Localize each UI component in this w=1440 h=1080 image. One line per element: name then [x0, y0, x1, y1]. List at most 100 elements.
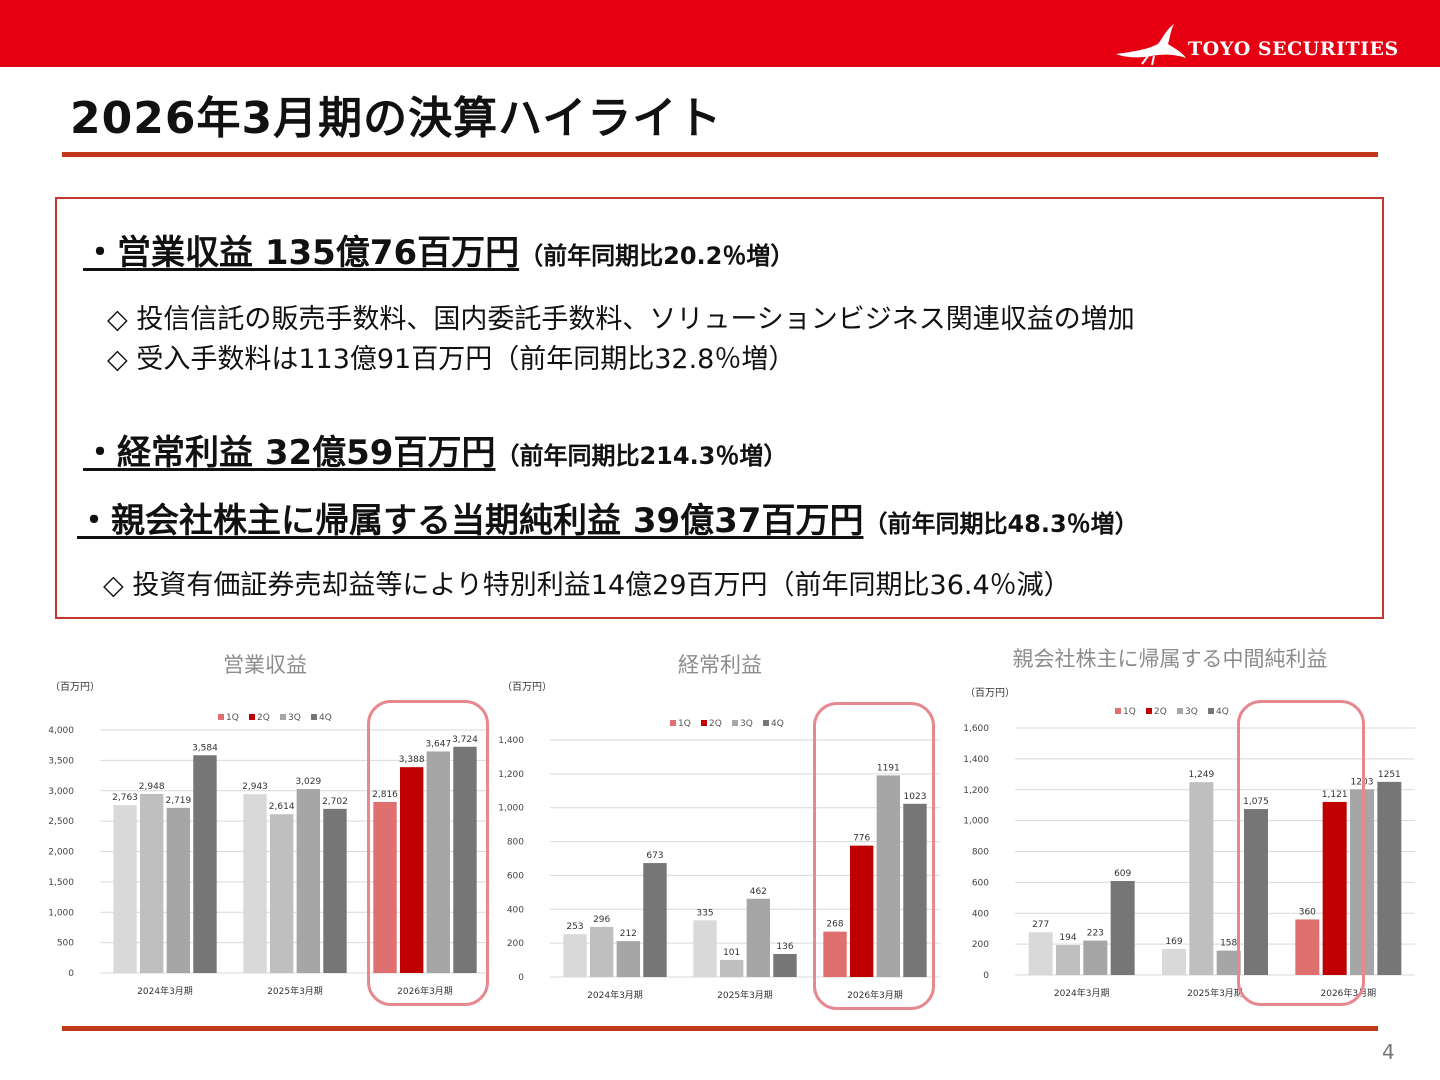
highlight-frame — [367, 700, 489, 1006]
data-label: 1,075 — [1243, 797, 1269, 807]
y-tick-label: 600 — [972, 878, 989, 888]
highlight-ordinary-profit: ・経常利益 32億59百万円（前年同期比214.3％増） — [83, 425, 787, 474]
data-label: 2,763 — [112, 793, 138, 803]
bar — [193, 755, 217, 973]
bar — [426, 751, 451, 973]
legend-swatch — [763, 720, 769, 726]
bar — [453, 746, 477, 973]
data-label: 1023 — [904, 792, 927, 802]
y-tick-label: 800 — [972, 848, 989, 858]
y-tick-label: 400 — [972, 909, 989, 919]
y-tick-label: 500 — [57, 939, 74, 949]
y-tick-label: 3,500 — [48, 756, 74, 766]
page-number: 4 — [1382, 1040, 1395, 1064]
y-tick-label: 1,000 — [963, 817, 989, 827]
legend-swatch — [670, 720, 676, 726]
y-tick-label: 1,200 — [963, 786, 989, 796]
chart-unit-label: （百万円） — [50, 681, 100, 693]
y-tick-label: 1,400 — [498, 736, 524, 746]
data-label: 268 — [826, 920, 843, 930]
legend-label: 2Q — [709, 719, 722, 729]
y-tick-label: 4,000 — [48, 726, 74, 736]
legend-label: 1Q — [1123, 707, 1136, 717]
data-label: 194 — [1059, 933, 1076, 943]
bar — [1216, 950, 1241, 975]
highlight-net-income: ・親会社株主に帰属する当期純利益 39億37百万円（前年同期比48.3％増） — [77, 493, 1139, 542]
page-title: 2026年3月期の決算ハイライト — [70, 93, 723, 144]
detail-line: ◇ 投信信託の販売手数料、国内委託手数料、ソリューションビジネス関連収益の増加 — [107, 304, 1135, 335]
x-tick-label: 2024年3月期 — [1054, 987, 1110, 999]
bar — [139, 793, 164, 973]
legend-swatch — [732, 720, 738, 726]
bar — [563, 934, 587, 977]
x-tick-label: 2026年3月期 — [847, 989, 903, 1001]
legend-label: 3Q — [1185, 707, 1198, 717]
bar — [1377, 781, 1402, 975]
company-logo: TOYO SECURITIES — [1112, 22, 1398, 66]
chart-unit-label: （百万円） — [502, 681, 552, 693]
legend-label: 2Q — [1154, 707, 1167, 717]
data-label: 101 — [723, 948, 740, 958]
data-label: 3,584 — [192, 743, 218, 753]
highlight-yoy-text: （前年同期比20.2％増） — [519, 242, 795, 270]
y-tick-label: 1,000 — [48, 908, 74, 918]
legend-swatch — [1177, 708, 1183, 714]
bar — [746, 898, 771, 977]
chart-title: 経常利益 — [678, 653, 762, 677]
bar — [1162, 948, 1186, 975]
chart-svg: 営業収益 （百万円） 1Q 2Q 3Q 4Q 0 500 1,000 1,500 2,000 2,50… — [48, 653, 490, 997]
chart-title: 営業収益 — [223, 653, 307, 677]
chart-ordinary-profit: 経常利益 （百万円） 1Q 2Q 3Q 4Q 0 200 400 600 800 1,000 1,200… — [490, 640, 950, 1020]
bar — [1056, 945, 1080, 975]
bar — [693, 920, 717, 977]
data-label: 335 — [696, 908, 713, 918]
x-tick-label: 2024年3月期 — [587, 989, 643, 1001]
x-tick-label: 2025年3月期 — [267, 985, 323, 997]
legend-label: 4Q — [771, 719, 784, 729]
y-tick-label: 800 — [507, 838, 524, 848]
data-label: 1191 — [877, 763, 900, 773]
bar — [1110, 880, 1135, 975]
data-label: 2,816 — [372, 790, 398, 800]
y-tick-label: 200 — [972, 940, 989, 950]
bar — [1083, 940, 1108, 975]
highlight-frame — [1237, 700, 1365, 1006]
chart-svg: 経常利益 （百万円） 1Q 2Q 3Q 4Q 0 200 400 600 800 1,000 1,200… — [498, 653, 940, 1001]
bar — [849, 845, 874, 977]
y-tick-label: 0 — [68, 969, 74, 979]
y-tick-label: 400 — [507, 905, 524, 915]
legend-swatch — [280, 714, 286, 720]
data-label: 3,724 — [452, 735, 478, 745]
legend-swatch — [1146, 708, 1152, 714]
chart-title: 親会社株主に帰属する中間純利益 — [1013, 647, 1328, 671]
bar — [876, 775, 901, 977]
bar — [719, 959, 744, 977]
data-label: 1251 — [1378, 770, 1401, 780]
data-label: 223 — [1087, 929, 1104, 939]
data-label: 2,614 — [269, 802, 295, 812]
highlight-yoy-text: （前年同期比214.3％増） — [495, 442, 788, 470]
y-tick-label: 2,500 — [48, 817, 74, 827]
chart-unit-label: （百万円） — [965, 687, 1015, 699]
data-label: 1,249 — [1188, 770, 1214, 780]
data-label: 2,702 — [322, 797, 348, 807]
legend-swatch — [1115, 708, 1121, 714]
data-label: 253 — [566, 922, 583, 932]
legend-label: 4Q — [319, 713, 332, 723]
header-red-bar — [0, 0, 1440, 67]
x-tick-label: 2026年3月期 — [397, 985, 453, 997]
y-tick-label: 600 — [507, 871, 524, 881]
bar — [323, 808, 347, 973]
bar — [296, 788, 321, 973]
highlight-main-text: ・営業収益 135億76百万円 — [83, 233, 520, 273]
highlight-main-text: ・経常利益 32億59百万円 — [83, 433, 496, 473]
legend-label: 3Q — [288, 713, 301, 723]
data-label: 776 — [853, 834, 870, 844]
data-label: 136 — [776, 942, 793, 952]
y-tick-label: 0 — [983, 971, 989, 981]
legend-swatch — [218, 714, 224, 720]
data-label: 609 — [1114, 869, 1131, 879]
detail-line: ◇ 投資有価証券売却益等により特別利益14億29百万円（前年同期比36.4％減） — [103, 570, 1071, 601]
legend-swatch — [701, 720, 707, 726]
highlight-main-text: ・親会社株主に帰属する当期純利益 39億37百万円 — [77, 501, 864, 541]
